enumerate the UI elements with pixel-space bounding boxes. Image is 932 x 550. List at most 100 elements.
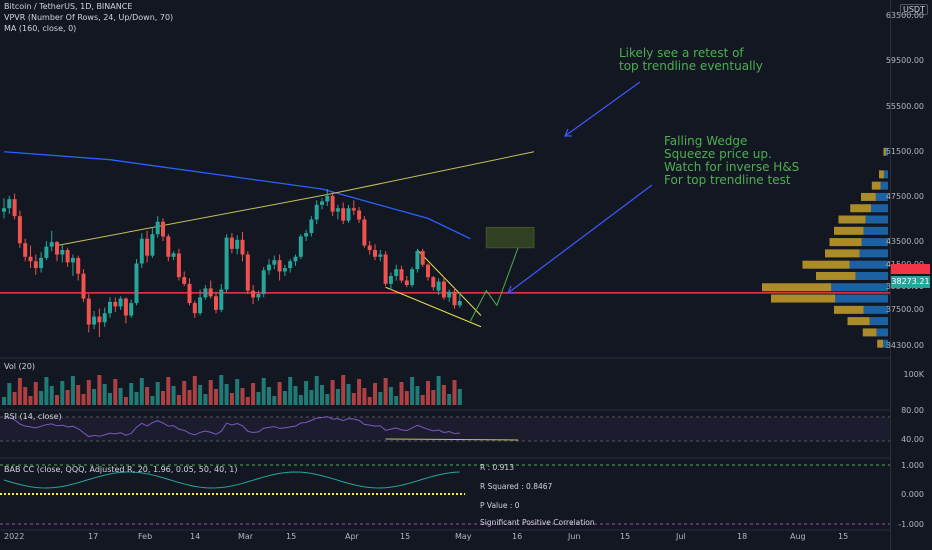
candle-body [335,208,340,212]
volume-bar [7,383,12,405]
candle-body [65,250,70,263]
volume-profile-bar-up [771,294,836,303]
volume-bar [410,377,415,405]
candle-body [394,269,399,276]
candle-body [351,208,356,211]
vpvr-indicator-label[interactable]: VPVR (Number Of Rows, 24, Up/Down, 70) [4,13,174,22]
volume-bar [357,379,362,405]
volume-profile-bar-up [816,271,856,280]
volume-profile-bar-up [847,317,870,326]
volume-bar [12,392,17,405]
volume-bar [86,380,91,405]
candle-body [267,264,271,271]
cc-axis-1: 1.000 [901,461,924,470]
volume-profile-bar-up [850,204,871,213]
time-axis-label: 15 [620,532,631,541]
volume-panel-title[interactable]: Vol (20) [4,362,35,371]
volume-bar [277,382,282,405]
volume-bar [362,388,367,405]
rsi-axis-top: 80.00 [901,406,924,415]
volume-bar [452,380,457,405]
rsi-panel-title[interactable]: RSI (14, close) [4,412,62,421]
volume-bar [182,381,187,405]
candle-body [28,256,33,262]
candle-body [304,233,309,237]
volume-bar [44,377,49,405]
candle-body [39,257,44,269]
currency-badge[interactable]: USDT [900,4,928,15]
annotation-retest: Likely see a retest of top trendline eve… [619,46,763,73]
volume-profile-bar-down [875,192,888,201]
volume-bar [187,390,192,405]
trendline [332,151,535,195]
volume-bar [108,393,112,405]
ma-indicator-label[interactable]: MA (160, close, 0) [4,24,77,33]
time-axis-label: 17 [88,532,99,541]
candle-body [49,242,54,247]
volume-bar [28,396,33,405]
volume-bar [447,394,452,405]
volume-profile-bar-up [877,339,884,348]
volume-bar [341,375,346,405]
volume-bar [118,388,123,405]
volume-bar [404,391,409,405]
volume-bar [293,386,298,405]
candle-body [7,199,12,209]
volume-bar [70,376,75,405]
volume-profile-bar-down [883,170,888,179]
candle-body [60,250,65,255]
time-axis-label: 18 [737,532,748,541]
price-axis-label: 63500.00 [885,11,924,21]
time-axis-label: Aug [790,532,806,541]
volume-profile-bar-down [849,260,888,269]
volume-profile-bar-down [855,271,888,280]
current-price-tag: 38273.21 [891,276,930,288]
volume-bar [81,394,86,405]
candle-body [325,195,330,202]
volume-profile-bar-up [834,226,864,235]
price-axis-label: 43500.00 [885,237,924,247]
target-box [485,226,535,249]
volume-bar [378,392,383,405]
volume-profile-bar-up [802,260,850,269]
candle-body [150,234,155,256]
volume-bar [256,392,261,405]
candle-body [431,277,436,288]
volume-bar [235,379,240,405]
volume-bar [208,380,213,405]
candle-body [362,219,367,246]
time-axis-label: 15 [286,532,297,541]
volume-profile-bar-down [861,238,888,247]
volume-bar [55,395,59,405]
volume-profile-bar-up [834,305,864,314]
volume-bar [309,390,314,405]
candle-body [214,296,218,310]
cc-panel-title[interactable]: BAB CC (close, QQQ, Adjusted R, 20, 1.96… [4,465,238,474]
volume-bar [388,387,393,405]
candle-body [192,303,197,314]
candle-body [224,237,229,290]
candle-body [272,260,277,265]
volume-bar [166,377,171,405]
volume-bar [415,386,420,405]
rsi-trendline [385,438,519,441]
projection-path [469,247,519,322]
candle-body [118,298,123,307]
volume-bar [229,393,234,405]
volume-bar [330,380,335,405]
volume-profile-bar-up [879,170,884,179]
annotation-falling-wedge: Falling Wedge Squeeze price up. Watch fo… [664,134,800,187]
stat-p-value: P Value : 0 [480,501,520,510]
volume-profile-bar-up [871,181,881,190]
volume-bar [60,381,65,405]
volume-bar [17,378,22,405]
price-axis[interactable] [890,0,932,550]
volume-bar [76,385,81,405]
volume-bar [304,381,309,405]
candle-body [23,243,28,257]
volume-profile-bar-down [885,147,888,156]
ma-line [3,151,471,240]
volume-bar [245,397,250,405]
volume-bar [436,376,441,405]
